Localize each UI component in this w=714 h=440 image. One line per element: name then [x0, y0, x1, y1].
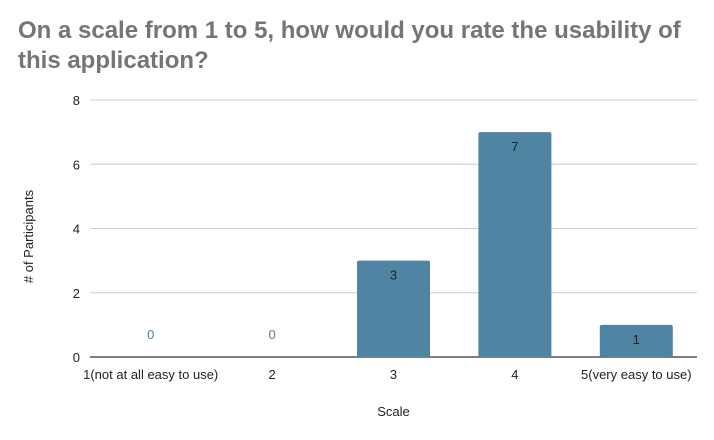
x-tick-label: 2 — [268, 367, 275, 382]
x-tick-label: 3 — [390, 367, 397, 382]
y-tick-label: 0 — [73, 350, 80, 365]
data-label: 7 — [511, 139, 518, 154]
x-tick-label: 5(very easy to use) — [581, 367, 692, 382]
chart-title: On a scale from 1 to 5, how would you ra… — [18, 17, 681, 74]
data-label: 1 — [633, 332, 640, 347]
y-tick-labels: 0 2 4 6 8 — [73, 93, 80, 365]
bars — [357, 132, 673, 357]
bar — [478, 132, 552, 357]
x-tick-label: 4 — [511, 367, 518, 382]
data-label: 0 — [268, 327, 275, 342]
data-label: 3 — [390, 268, 397, 283]
y-tick-label: 2 — [73, 286, 80, 301]
data-label: 0 — [147, 327, 154, 342]
bar — [599, 324, 673, 357]
x-axis-title: Scale — [377, 404, 410, 419]
y-tick-label: 6 — [73, 157, 80, 172]
y-axis-title: # of Participants — [21, 189, 36, 283]
y-tick-label: 4 — [73, 222, 80, 237]
x-tick-labels: 1(not at all easy to use) 2 3 4 5(very easy … — [83, 367, 691, 382]
data-labels: 0 0 3 7 1 — [147, 139, 640, 347]
x-tick-label: 1(not at all easy to use) — [83, 367, 218, 382]
y-tick-label: 8 — [73, 93, 80, 108]
bar — [357, 260, 430, 357]
